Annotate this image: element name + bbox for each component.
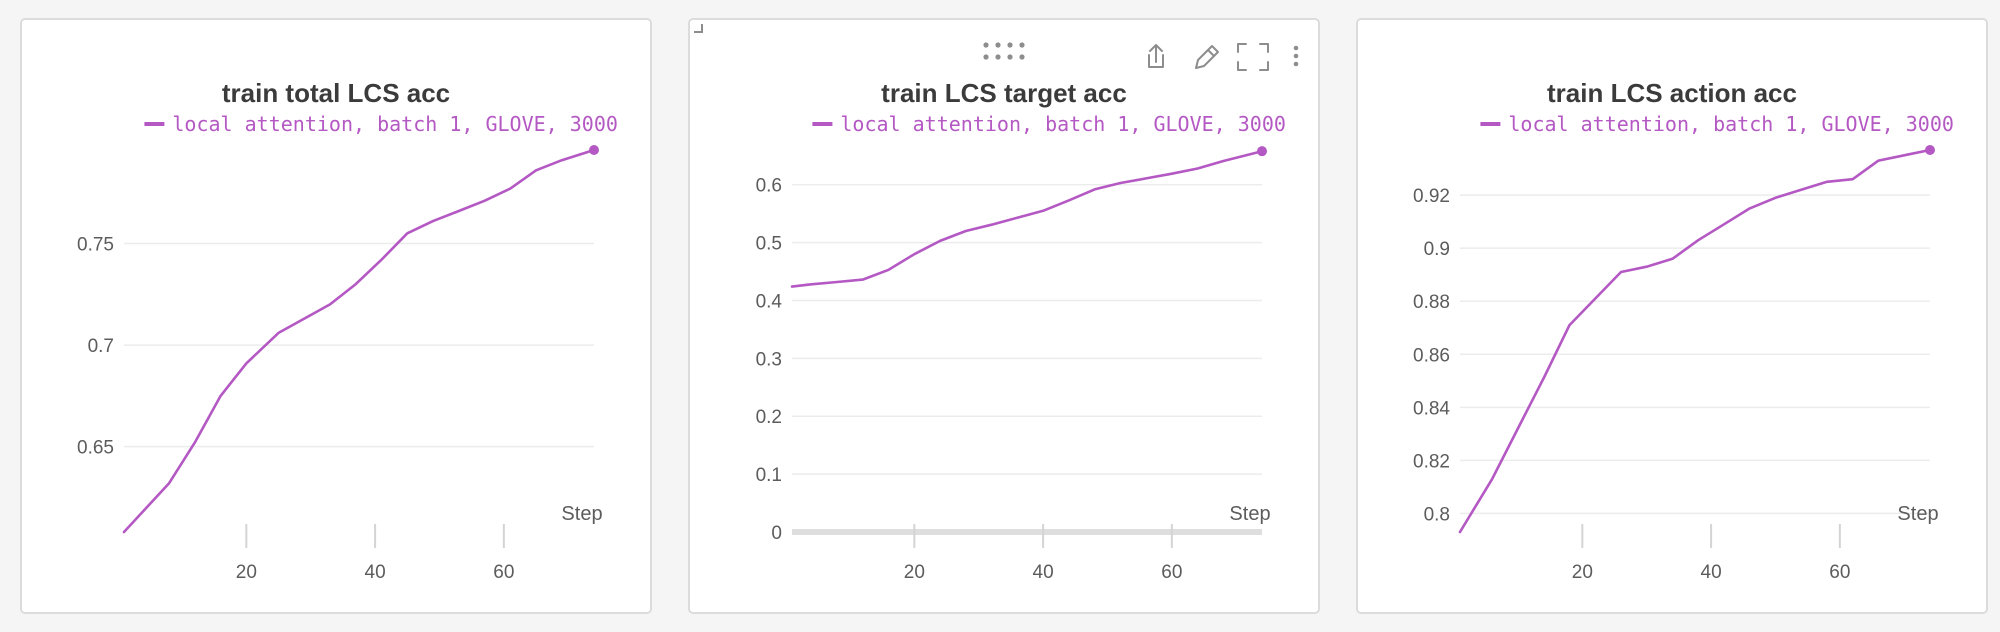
y-tick-label: 0.86 [1413, 345, 1450, 366]
y-tick-label: 0.84 [1413, 398, 1450, 419]
x-axis-label: Step [561, 503, 602, 525]
x-axis-label: Step [1229, 503, 1270, 525]
series-line [790, 149, 1264, 288]
resize-handle-icon[interactable] [690, 20, 706, 36]
y-tick-label: 0.75 [77, 234, 114, 255]
y-tick-label: 0.88 [1413, 292, 1450, 313]
chart-panel-total-lcs-acc[interactable]: train total LCS acc local attention, batc… [20, 18, 652, 614]
x-tick-label: 60 [1829, 562, 1850, 583]
legend-entry: local attention, batch 1, GLOVE, 3000 [1508, 112, 1954, 136]
chart-panel-lcs-target-acc[interactable]: train LCS target acc local attention, bat… [688, 18, 1320, 614]
legend-entry: local attention, batch 1, GLOVE, 3000 [172, 112, 618, 136]
legend-entry: local attention, batch 1, GLOVE, 3000 [840, 112, 1286, 136]
y-tick-label: 0.82 [1413, 451, 1450, 472]
x-axis-label: Step [1897, 503, 1938, 525]
y-tick-label: 0.7 [88, 336, 114, 357]
chart-title: train total LCS acc [222, 78, 450, 108]
x-tick-label: 60 [1161, 562, 1182, 583]
y-tick-label: 0.9 [1424, 239, 1450, 260]
y-tick-label: 0.92 [1413, 186, 1450, 207]
chart-title: train LCS target acc [881, 78, 1127, 108]
last-point-marker [1257, 146, 1267, 157]
y-tick-label: 0.6 [756, 176, 782, 197]
x-tick-label: 40 [365, 562, 386, 583]
y-tick-label: 0.3 [756, 349, 782, 370]
series-line [122, 148, 596, 534]
x-tick-label: 20 [904, 562, 925, 583]
y-tick-label: 0.8 [1424, 504, 1450, 525]
chart-title: train LCS action acc [1547, 78, 1797, 108]
chart-svg: train LCS target acc local attention, bat… [756, 78, 1286, 583]
x-tick-label: 40 [1033, 562, 1054, 583]
y-tick-label: 0.4 [756, 291, 783, 312]
series-line [1458, 148, 1932, 534]
y-tick-label: 0 [771, 523, 782, 544]
y-tick-label: 0.1 [756, 465, 782, 486]
last-point-marker [589, 145, 599, 155]
x-tick-label: 60 [493, 562, 514, 583]
chart-svg: train total LCS acc local attention, batc… [77, 78, 618, 583]
x-tick-label: 20 [236, 562, 257, 583]
x-tick-label: 40 [1701, 562, 1722, 583]
y-tick-label: 0.5 [756, 234, 782, 255]
y-tick-label: 0.2 [756, 407, 782, 428]
chart-panel-lcs-action-acc[interactable]: train LCS action acc local attention, bat… [1356, 18, 1988, 614]
y-tick-label: 0.65 [77, 438, 114, 459]
last-point-marker [1925, 145, 1935, 155]
chart-svg: train LCS action acc local attention, bat… [1413, 78, 1954, 583]
x-tick-label: 20 [1572, 562, 1593, 583]
